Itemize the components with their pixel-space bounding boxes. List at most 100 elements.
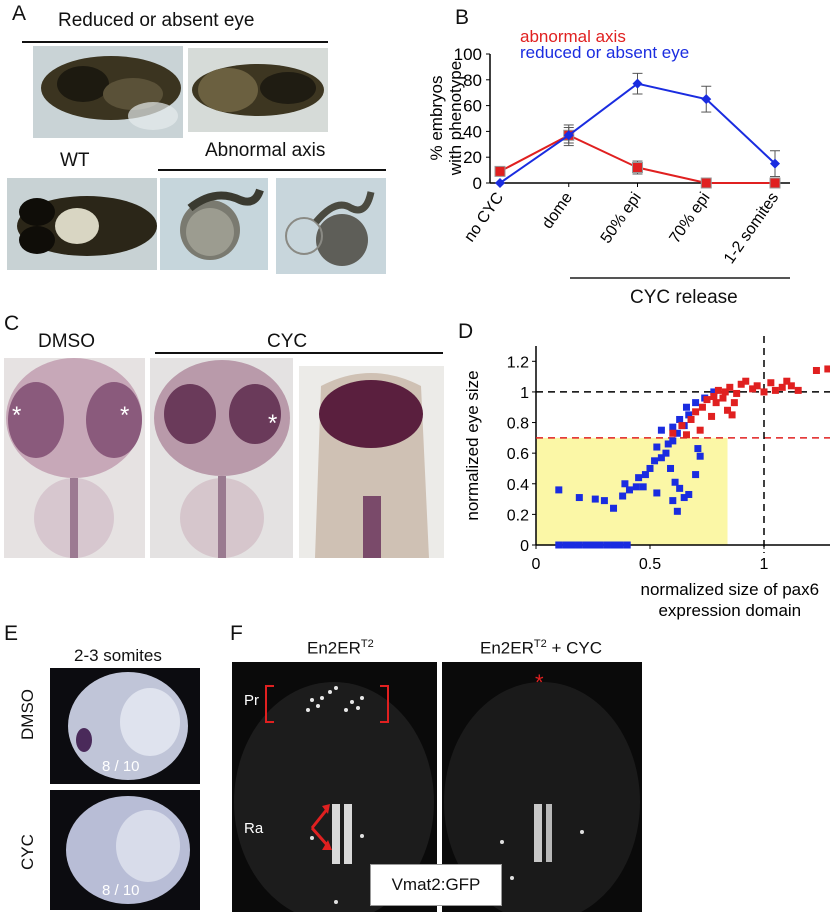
d-point-red — [783, 377, 791, 385]
b-legend-abnormal-axis: abnormal axis — [520, 27, 626, 46]
d-point-blue — [657, 426, 665, 434]
panel-a-wt-larva — [7, 178, 157, 270]
d-point-blue — [619, 492, 627, 500]
d-point-blue — [635, 474, 643, 482]
panel-e-dmso-count: 8 / 10 — [102, 758, 140, 775]
d-point-blue — [673, 507, 681, 515]
panel-e-dmso-text: DMSO — [18, 689, 37, 740]
d-point-red — [749, 385, 757, 393]
panel-f-cyc-asterisk: * — [535, 670, 544, 695]
d-point-blue — [591, 495, 599, 503]
d-point-blue — [623, 541, 631, 549]
b-point-reduced-eye — [563, 130, 574, 141]
d-y-tick-label: 1 — [520, 385, 529, 402]
d-point-blue — [682, 403, 690, 411]
b-y-tick-label: 40 — [463, 122, 482, 141]
panel-b-letter: B — [455, 6, 470, 29]
b-x-tick-label: 50% epi — [598, 190, 645, 247]
panel-f-letter: F — [230, 622, 243, 645]
b-y-tick-label: 60 — [463, 97, 482, 116]
d-point-blue — [667, 464, 675, 472]
panel-c-cyc-label: CYC — [267, 331, 308, 352]
panel-f-pr-label: Pr — [244, 692, 259, 709]
panel-a-abnormal-axis-larva-1 — [160, 178, 268, 270]
d-point-blue — [685, 411, 693, 419]
panel-c-cyc-asterisk: * — [268, 410, 278, 437]
b-y-axis-label-2: with phenotype — [446, 61, 465, 176]
d-point-blue — [596, 541, 604, 549]
panel-a-axis-rule — [158, 169, 386, 171]
panel-e-cyc-text: CYC — [18, 834, 37, 870]
d-point-red — [692, 408, 700, 416]
panel-a-letter: A — [12, 2, 27, 25]
d-point-blue — [669, 437, 677, 445]
b-point-reduced-eye — [701, 94, 712, 105]
panel-f-right-title: En2ERT2 + CYC — [480, 638, 602, 659]
b-point-abnormal-axis — [632, 162, 643, 174]
d-point-blue — [669, 497, 677, 505]
panel-c-cyc-embryo-1: * — [150, 358, 293, 558]
panel-e-letter: E — [4, 622, 19, 645]
d-point-red — [771, 386, 779, 394]
d-x-tick-label: 0.5 — [639, 556, 661, 573]
panel-f-right-title-suffix: + CYC — [546, 638, 602, 658]
panel-c-cyc-embryo-2 — [299, 366, 444, 558]
d-point-blue — [676, 484, 684, 492]
panel-a-reduced-eye-larva-1 — [33, 46, 183, 138]
panel-f-right-title-text: En2ER — [480, 638, 534, 658]
d-point-blue — [621, 480, 629, 488]
b-x-tick-label: dome — [539, 189, 576, 232]
d-x-tick-label: 1 — [760, 556, 769, 573]
panel-b-cyc-release-label: CYC release — [630, 287, 738, 308]
d-point-blue — [562, 541, 570, 549]
d-point-blue — [653, 489, 661, 497]
panel-f-right-title-sup: T2 — [533, 638, 547, 650]
panel-f-ra-label: Ra — [244, 820, 264, 837]
d-point-red — [712, 399, 720, 407]
d-point-blue — [673, 429, 681, 437]
d-y-tick-label: 0.4 — [507, 477, 529, 494]
d-point-blue — [555, 486, 563, 494]
panel-a-reduced-eye-larva-2 — [188, 48, 328, 132]
d-point-blue — [692, 399, 700, 407]
panel-f-left-title-text: En2ER — [307, 638, 361, 658]
d-point-red — [767, 379, 775, 387]
panel-a-abnormal-axis-larva-2 — [276, 178, 386, 274]
panel-f-left-title: En2ERT2 — [307, 638, 374, 659]
panel-a-abnormal-axis-label: Abnormal axis — [205, 140, 326, 161]
d-point-blue — [692, 471, 700, 479]
panel-c-letter: C — [4, 312, 20, 335]
d-point-blue — [694, 445, 702, 453]
panel-f-left-title-sup: T2 — [360, 638, 374, 650]
panel-d-chart: 00.20.40.60.811.200.511.5normalized eye … — [463, 336, 830, 620]
d-point-red — [728, 411, 736, 419]
d-y-tick-label: 0.8 — [507, 416, 529, 433]
d-point-blue — [685, 490, 693, 498]
d-point-blue — [696, 452, 704, 460]
d-point-blue — [664, 440, 672, 448]
b-point-reduced-eye — [495, 178, 505, 188]
panel-c-dmso-label: DMSO — [38, 331, 95, 352]
panel-f-pr-bracket — [265, 685, 389, 723]
b-x-tick-label: no CYC — [461, 190, 507, 246]
d-point-red — [787, 382, 795, 390]
d-y-tick-label: 0 — [520, 538, 529, 555]
d-point-blue — [662, 449, 670, 457]
panel-e-dmso-label: DMSO — [18, 641, 38, 740]
d-y-tick-label: 0.2 — [507, 507, 529, 524]
d-point-red — [710, 393, 718, 401]
d-point-red — [724, 406, 732, 414]
panel-e-cyc-embryo: 8 / 10 — [50, 790, 200, 910]
panel-e-dmso-embryo: 8 / 10 — [50, 668, 200, 784]
panel-f-reporter-label: Vmat2:GFP — [370, 864, 502, 906]
d-point-blue — [680, 494, 688, 502]
d-point-blue — [568, 541, 576, 549]
d-point-red — [714, 386, 722, 394]
d-point-blue — [657, 454, 665, 462]
d-point-red — [778, 383, 786, 391]
b-point-abnormal-axis — [494, 165, 506, 177]
b-point-abnormal-axis — [769, 177, 781, 189]
b-y-axis-label: % embryos — [430, 75, 446, 160]
panel-b-chart: 0 20 40 60 80 100 no CYC dome 50% epi 70% epi 1-2 … — [430, 27, 790, 267]
d-point-red — [824, 365, 830, 373]
